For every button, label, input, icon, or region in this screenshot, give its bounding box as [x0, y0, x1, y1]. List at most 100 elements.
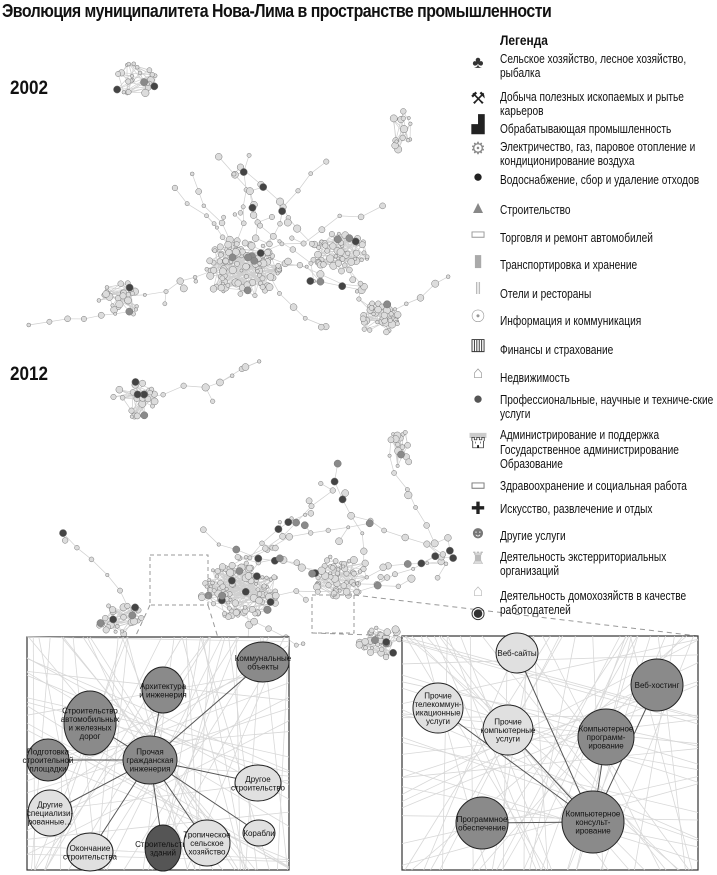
network-node — [128, 407, 135, 414]
network-node — [141, 88, 150, 97]
network-node — [278, 207, 286, 216]
network-node — [289, 246, 296, 253]
network-node — [266, 240, 273, 248]
network-edge — [144, 291, 167, 296]
network-node — [402, 430, 408, 435]
network-node — [400, 108, 407, 115]
network-node — [216, 258, 223, 265]
network-node — [214, 574, 220, 579]
network-node — [333, 254, 338, 259]
network-node — [117, 587, 123, 594]
network-node — [121, 90, 126, 95]
network-node — [134, 65, 140, 70]
network-node — [62, 537, 69, 544]
network-edge — [328, 526, 349, 531]
legend-item-label: Профессиональные, научные и техниче-ские… — [500, 392, 714, 421]
network-node — [411, 566, 416, 571]
industry-node-label: Компьютерное программ-ирование — [579, 725, 634, 751]
network-node — [64, 315, 71, 323]
network-node — [289, 303, 298, 311]
network-edge — [383, 530, 406, 538]
network-edge — [91, 559, 108, 576]
zoom-region-left — [149, 554, 209, 606]
network-node — [257, 359, 262, 364]
network-node — [275, 262, 282, 269]
network-node — [423, 522, 430, 529]
legend-item-label: Недвижимость — [500, 370, 570, 385]
network-node — [387, 317, 393, 323]
network-node — [125, 283, 134, 292]
network-node — [329, 242, 337, 250]
industry-node — [455, 796, 509, 850]
network-node — [232, 609, 240, 617]
network-node — [364, 254, 370, 260]
network-node — [104, 285, 110, 290]
legend-item-label: Отели и рестораны — [500, 286, 592, 301]
network-node — [254, 554, 263, 563]
legend-item-label: Торговля и ремонт автомобилей — [500, 230, 653, 245]
network-edge — [401, 748, 699, 778]
industry-node — [495, 632, 539, 674]
network-edge — [26, 636, 290, 642]
network-node — [406, 116, 411, 120]
network-edge — [26, 720, 290, 855]
network-node — [336, 248, 345, 256]
network-edge — [401, 768, 699, 862]
network-node — [219, 275, 226, 282]
network-edge — [393, 472, 408, 490]
network-edge — [106, 282, 128, 288]
network-node — [210, 398, 216, 404]
network-edge — [112, 608, 135, 620]
industry-node-label: Тропическое сельское хозяйство — [183, 831, 231, 857]
network-node — [259, 183, 268, 191]
network-edge — [310, 530, 329, 534]
network-node — [413, 505, 418, 510]
network-edge — [235, 636, 241, 871]
network-edge — [28, 321, 50, 326]
network-node — [259, 540, 265, 546]
network-edge — [26, 729, 290, 868]
network-node — [351, 237, 360, 246]
network-node — [120, 629, 125, 634]
network-node — [249, 211, 258, 219]
network-node — [233, 241, 240, 247]
network-node — [234, 554, 241, 561]
network-node — [266, 273, 275, 281]
network-edge — [310, 161, 327, 174]
network-node — [401, 533, 409, 542]
trees-icon: ♣ — [472, 53, 484, 72]
desk-person-icon: ▬ — [469, 423, 487, 442]
network-node — [217, 284, 225, 292]
network-node — [300, 641, 306, 646]
network-edge — [401, 786, 699, 848]
network-node — [400, 115, 406, 121]
network-node — [292, 518, 300, 527]
network-node — [113, 311, 118, 316]
year-label-2002: 2002 — [10, 78, 49, 99]
network-node — [219, 234, 226, 240]
network-node — [248, 606, 256, 613]
network-node — [274, 525, 283, 533]
network-node — [367, 648, 375, 656]
network-edge — [249, 543, 263, 559]
network-edge — [401, 741, 699, 813]
network-edge — [277, 636, 290, 871]
network-edge — [26, 753, 290, 860]
network-node — [222, 257, 229, 265]
network-node — [130, 291, 135, 296]
network-node — [257, 261, 262, 266]
network-node — [241, 239, 249, 247]
network-node — [374, 305, 382, 314]
network-node — [206, 257, 214, 265]
network-node — [392, 571, 398, 578]
network-node — [423, 540, 431, 548]
industry-node — [234, 764, 282, 802]
network-node — [351, 570, 357, 577]
network-node — [146, 67, 153, 73]
network-edge — [401, 783, 699, 866]
network-node — [335, 259, 342, 267]
network-node — [218, 563, 227, 571]
network-node — [59, 529, 67, 537]
network-node — [216, 378, 224, 387]
network-node — [255, 587, 261, 592]
